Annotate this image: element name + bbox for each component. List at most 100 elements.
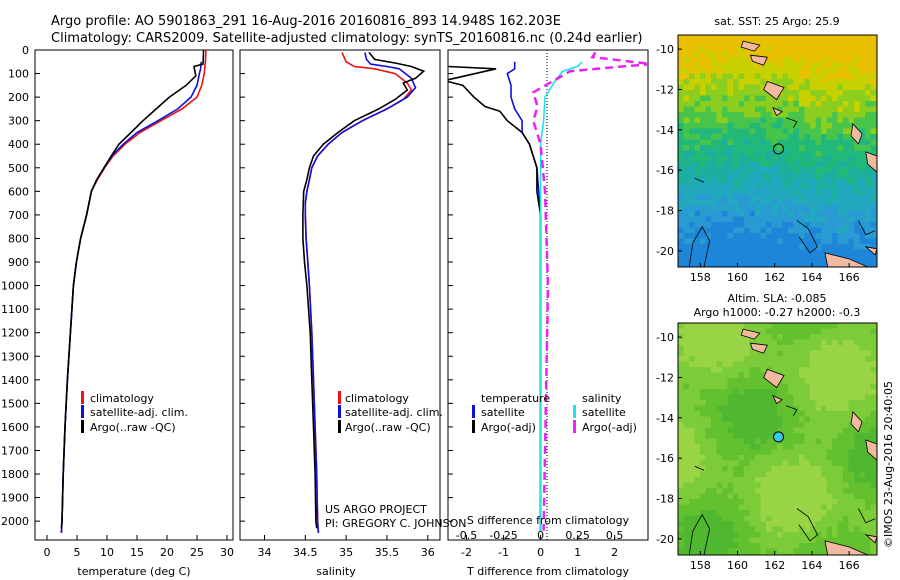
- map-cell: [821, 227, 827, 234]
- map-cell: [854, 367, 860, 373]
- map-cell: [727, 167, 734, 173]
- map-cell: [694, 123, 701, 129]
- legend-swatch-argo: [81, 420, 84, 433]
- map-cell: [859, 361, 866, 368]
- map-cell: [837, 194, 844, 201]
- map-cell: [744, 200, 750, 206]
- map-cell: [727, 194, 734, 201]
- map-cell: [738, 460, 745, 467]
- map-cell: [711, 510, 717, 516]
- map-cell: [859, 46, 866, 52]
- map-cell: [766, 521, 772, 527]
- map-cell: [777, 367, 783, 373]
- map-cell: [832, 145, 838, 151]
- map-cell: [760, 128, 767, 135]
- map-cell: [689, 101, 695, 107]
- difference-panel: -2 -1 0 1 2-0.5 -0.25 0 0.25 0.5 S difference fr…: [447, 49, 649, 578]
- map-cell: [694, 482, 701, 489]
- map-cell: [722, 323, 728, 329]
- map-cell: [760, 521, 767, 527]
- map-cell: [700, 532, 706, 538]
- legend-swatch-climatology: [81, 391, 84, 404]
- map-cell: [733, 123, 739, 129]
- map-cell: [694, 106, 701, 113]
- map-cell: [782, 477, 789, 483]
- map-cell: [755, 328, 761, 335]
- map-cell: [689, 400, 695, 406]
- map-cell: [777, 394, 783, 401]
- map-cell: [689, 328, 695, 335]
- map-cell: [694, 372, 701, 379]
- map-cell: [810, 205, 816, 212]
- map-cell: [848, 471, 855, 478]
- map-cell: [826, 466, 833, 472]
- map-cell: [859, 477, 866, 483]
- map-cell: [799, 416, 805, 423]
- map-cell: [683, 383, 690, 390]
- map-cell: [854, 405, 860, 412]
- map-cell: [821, 339, 827, 346]
- map-cell: [700, 537, 706, 544]
- top-tick-label: 0: [537, 529, 544, 542]
- map-cell: [733, 35, 739, 41]
- difference-lines: [448, 51, 648, 531]
- map-cell: [810, 394, 816, 401]
- map-cell: [832, 211, 838, 217]
- map-cell: [766, 68, 772, 74]
- map-cell: [711, 68, 717, 74]
- map-cell: [733, 350, 739, 357]
- map-cell: [843, 134, 849, 140]
- map-cell: [766, 227, 772, 234]
- map-cell: [678, 444, 684, 450]
- map-cell: [683, 416, 690, 423]
- map-cell: [760, 477, 767, 483]
- map-cell: [766, 260, 772, 267]
- map-cell: [694, 227, 701, 234]
- map-cell: [678, 84, 684, 91]
- map-cell: [777, 466, 783, 472]
- map-cell: [854, 79, 860, 85]
- map-cell: [843, 389, 849, 395]
- map-cell: [766, 238, 772, 245]
- map-cell: [832, 161, 838, 168]
- map-cell: [733, 367, 739, 373]
- map-cell: [727, 128, 734, 135]
- map-cell: [848, 477, 855, 483]
- map-cell: [843, 101, 849, 107]
- map-cell: [716, 526, 723, 533]
- map-cell: [738, 101, 745, 107]
- map-cell: [716, 515, 723, 522]
- map-cell: [694, 543, 701, 549]
- map-cell: [793, 167, 800, 173]
- map-cell: [755, 200, 761, 206]
- map-cell: [821, 438, 827, 445]
- island: [824, 252, 869, 267]
- map-cell: [859, 405, 866, 412]
- map-cell: [854, 504, 860, 511]
- map-cell: [793, 227, 800, 234]
- map-cell: [832, 156, 838, 162]
- map-cell: [782, 449, 789, 456]
- map-cell: [760, 449, 767, 456]
- map-cell: [804, 117, 811, 124]
- map-cell: [848, 90, 855, 96]
- map-cell: [727, 334, 734, 340]
- map-cell: [821, 471, 827, 478]
- map-cell: [744, 79, 750, 85]
- map-cell: [777, 449, 783, 456]
- map-cell: [782, 416, 789, 423]
- map-cell: [810, 46, 816, 52]
- map-cell: [815, 139, 822, 146]
- map-cell: [848, 161, 855, 168]
- map-cell: [777, 416, 783, 423]
- map-cell: [766, 172, 772, 179]
- map-cell: [760, 90, 767, 96]
- map-cell: [821, 537, 827, 544]
- map-cell: [744, 205, 750, 212]
- map-cell: [799, 383, 805, 390]
- map-cell: [683, 438, 690, 445]
- map-cell: [694, 488, 701, 494]
- map-cell: [832, 438, 838, 445]
- map-cell: [705, 504, 712, 511]
- map-cell: [810, 238, 816, 245]
